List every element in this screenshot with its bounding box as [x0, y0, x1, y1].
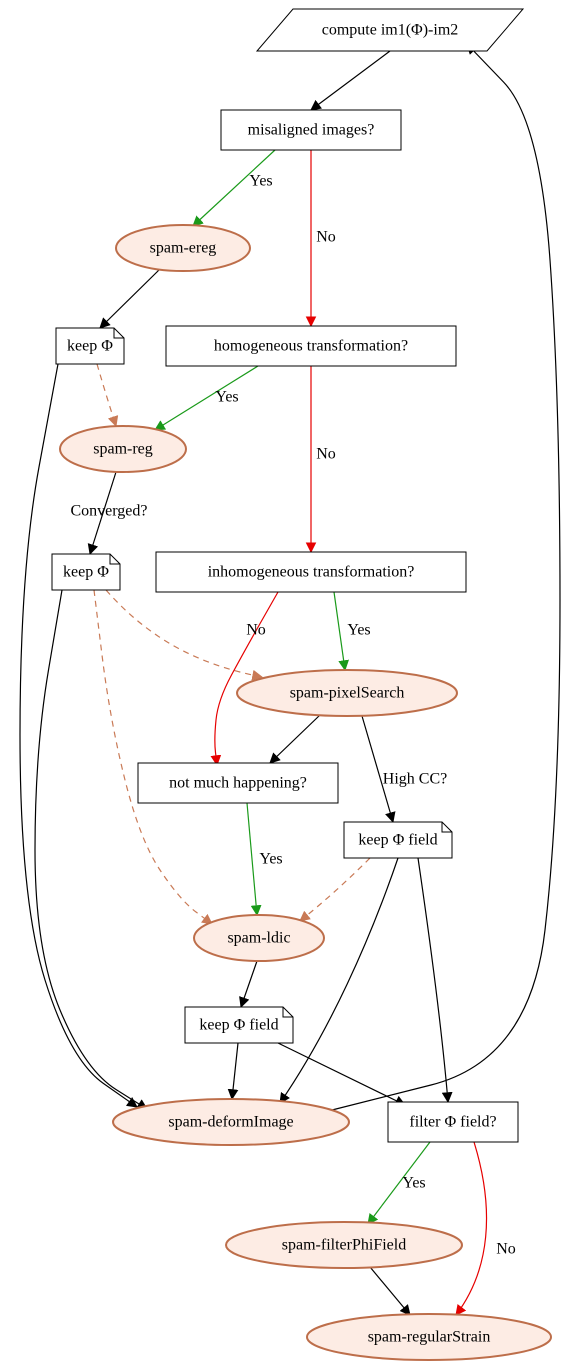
edge-spam-ereg-keep-phi-1	[100, 269, 160, 328]
node-label-keep-phi-2: keep Φ	[63, 564, 109, 581]
edge-label-misaligned-homog: No	[316, 229, 336, 246]
node-misaligned: misaligned images?	[221, 110, 401, 150]
edge-label-spam-reg-keep-phi-2: Converged?	[70, 503, 147, 520]
node-label-compute: compute im1(Φ)-im2	[322, 22, 459, 39]
edge-pixelsearch-keep-field-1	[362, 716, 393, 822]
node-label-keep-field-1: keep Φ field	[358, 832, 437, 849]
node-label-misaligned: misaligned images?	[248, 122, 375, 139]
node-label-keep-phi-1: keep Φ	[67, 338, 113, 355]
edge-spam-ldic-keep-field-2	[241, 961, 257, 1007]
node-inhomog: inhomogeneous transformation?	[156, 552, 466, 592]
node-spam-ereg: spam-ereg	[116, 225, 250, 271]
node-label-spam-ereg: spam-ereg	[150, 240, 217, 257]
nodes-layer: compute im1(Φ)-im2 misaligned images? spam…	[52, 9, 551, 1360]
node-filterphi: spam-filterPhiField	[226, 1222, 462, 1268]
edge-inhomog-pixelsearch	[334, 592, 345, 670]
node-keep-phi-1: keep Φ	[56, 328, 124, 364]
node-notmuch: not much happening?	[138, 763, 338, 803]
edge-keep-field-1-spam-ldic	[300, 858, 370, 921]
edge-label-filterq-regstrain: No	[496, 1241, 516, 1258]
node-label-filterq: filter Φ field?	[409, 1114, 496, 1131]
node-spam-ldic: spam-ldic	[194, 915, 324, 961]
edge-notmuch-spam-ldic	[247, 803, 257, 915]
node-pixelsearch: spam-pixelSearch	[237, 670, 457, 716]
node-label-filterphi: spam-filterPhiField	[282, 1237, 406, 1254]
edge-label-homog-inhomog: No	[316, 446, 336, 463]
edge-label-misaligned-spam-ereg: Yes	[249, 173, 272, 190]
node-label-homog: homogeneous transformation?	[214, 338, 408, 355]
edge-keep-phi-1-spam-reg	[97, 364, 116, 426]
node-label-inhomog: inhomogeneous transformation?	[208, 564, 415, 581]
edge-keep-field-1-deformimage	[280, 858, 398, 1103]
edge-label-pixelsearch-keep-field-1: High CC?	[383, 771, 447, 788]
edge-label-inhomog-pixelsearch: Yes	[347, 622, 370, 639]
node-regstrain: spam-regularStrain	[307, 1314, 551, 1360]
node-compute: compute im1(Φ)-im2	[257, 9, 523, 51]
node-label-notmuch: not much happening?	[169, 775, 307, 792]
node-label-spam-reg: spam-reg	[93, 441, 153, 458]
edge-keep-field-1-filterq	[418, 858, 448, 1102]
edge-label-notmuch-spam-ldic: Yes	[259, 851, 282, 868]
edge-compute-misaligned	[311, 51, 390, 110]
node-keep-phi-2: keep Φ	[52, 554, 120, 590]
node-spam-reg: spam-reg	[60, 426, 186, 472]
edge-label-filterq-filterphi: Yes	[402, 1175, 425, 1192]
edge-keep-phi-2-pixelsearch	[106, 590, 262, 677]
edge-keep-phi-2-spam-ldic	[94, 590, 212, 924]
node-label-keep-field-2: keep Φ field	[199, 1017, 278, 1034]
node-label-deformimage: spam-deformImage	[168, 1114, 293, 1131]
node-keep-field-2: keep Φ field	[185, 1007, 293, 1043]
node-filterq: filter Φ field?	[388, 1102, 518, 1142]
edge-keep-phi-2-deformimage	[35, 590, 147, 1109]
edge-keep-field-2-deformimage	[232, 1043, 238, 1099]
node-homog: homogeneous transformation?	[166, 326, 456, 366]
edge-keep-field-2-filterq	[278, 1043, 405, 1105]
edge-keep-phi-1-deformimage	[20, 364, 137, 1107]
node-deformimage: spam-deformImage	[113, 1099, 349, 1145]
node-keep-field-1: keep Φ field	[344, 822, 452, 858]
edge-label-homog-spam-reg: Yes	[215, 389, 238, 406]
node-label-spam-ldic: spam-ldic	[227, 930, 290, 947]
edge-filterq-regstrain	[456, 1142, 487, 1315]
edge-filterphi-regstrain	[370, 1267, 410, 1315]
node-label-pixelsearch: spam-pixelSearch	[290, 685, 405, 702]
edge-homog-spam-reg	[155, 366, 258, 430]
node-label-regstrain: spam-regularStrain	[368, 1329, 491, 1346]
edge-pixelsearch-notmuch	[270, 715, 320, 763]
edge-label-inhomog-notmuch: No	[246, 622, 266, 639]
